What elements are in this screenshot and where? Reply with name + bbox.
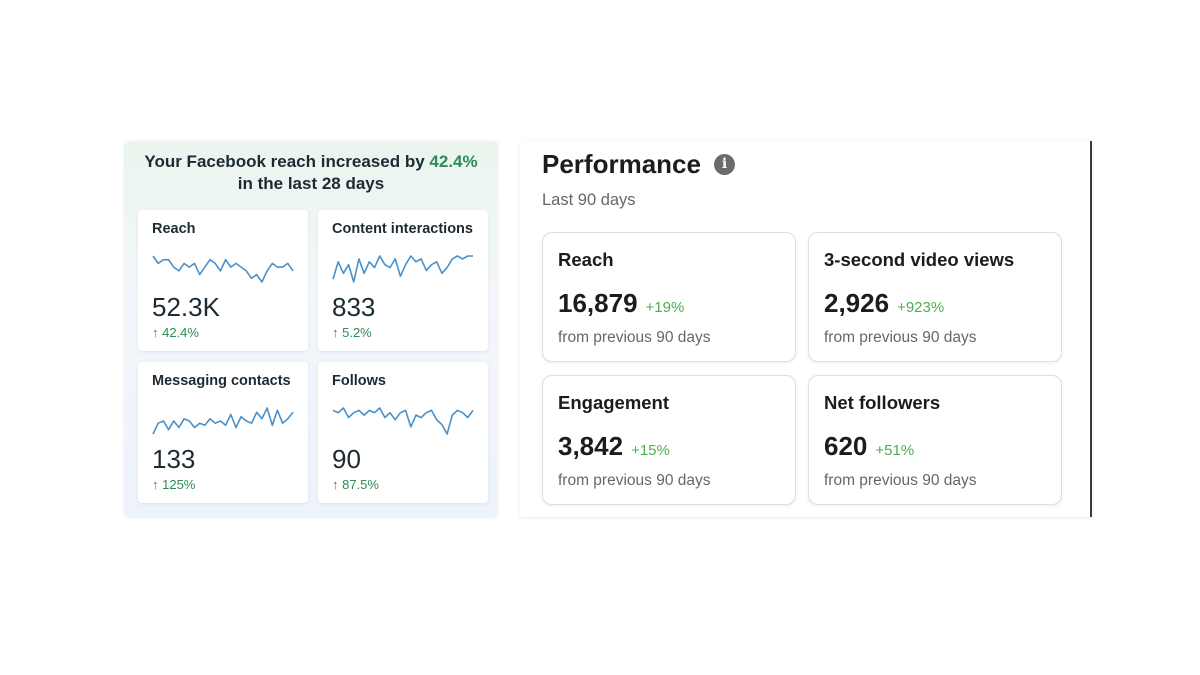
- card-label: 3-second video views: [824, 249, 1015, 270]
- performance-card-net-followers[interactable]: Net followers 620 +51% from previous 90 d…: [808, 375, 1062, 505]
- card-note: from previous 90 days: [558, 329, 711, 346]
- headline-suffix: in the last 28 days: [237, 174, 385, 193]
- metric-value: 133: [152, 444, 196, 474]
- card-label: Net followers: [824, 392, 941, 413]
- card-note: from previous 90 days: [824, 472, 977, 489]
- metric-card-content-interactions[interactable]: Content interactions 833 ↑ 5.2%: [318, 210, 488, 351]
- card-value-row: 620 +51%: [824, 431, 914, 462]
- card-note: from previous 90 days: [824, 329, 977, 346]
- card-change: +51%: [875, 442, 915, 459]
- metric-card-reach[interactable]: Reach 52.3K ↑ 42.4%: [138, 210, 308, 351]
- card-value-row: 16,879 +19%: [558, 288, 684, 319]
- sparkline-path: [152, 255, 294, 283]
- headline-percent: 42.4%: [429, 152, 478, 171]
- metric-label: Content interactions: [332, 221, 473, 237]
- messaging-contacts-sparkline: [152, 407, 294, 435]
- card-value: 620: [824, 431, 868, 461]
- follows-sparkline: [332, 407, 474, 435]
- performance-card-reach[interactable]: Reach 16,879 +19% from previous 90 days: [542, 232, 796, 362]
- metric-card-messaging-contacts[interactable]: Messaging contacts 133 ↑ 125%: [138, 362, 308, 503]
- sparkline-path: [332, 407, 474, 435]
- metric-card-follows[interactable]: Follows 90 ↑ 87.5%: [318, 362, 488, 503]
- metric-change: ↑ 42.4%: [152, 325, 199, 340]
- sparkline-path: [332, 255, 473, 283]
- facebook-summary-panel: Your Facebook reach increased by 42.4% i…: [124, 141, 498, 518]
- card-value: 3,842: [558, 431, 624, 461]
- metric-value: 90: [332, 444, 361, 474]
- metric-change: ↑ 87.5%: [332, 477, 379, 492]
- card-label: Engagement: [558, 392, 670, 413]
- metric-label: Follows: [332, 373, 386, 389]
- card-value: 16,879: [558, 288, 638, 318]
- performance-card-engagement[interactable]: Engagement 3,842 +15% from previous 90 da…: [542, 375, 796, 505]
- metric-label: Reach: [152, 221, 196, 237]
- card-value: 2,926: [824, 288, 890, 318]
- metric-value: 52.3K: [152, 292, 220, 322]
- card-value-row: 2,926 +923%: [824, 288, 944, 319]
- reach-sparkline: [152, 255, 294, 283]
- sparkline-path: [152, 407, 294, 435]
- card-change: +19%: [645, 299, 685, 316]
- summary-headline: Your Facebook reach increased by 42.4% i…: [124, 151, 498, 195]
- content-interactions-sparkline: [332, 255, 473, 283]
- performance-period: Last 90 days: [542, 191, 636, 209]
- performance-title: Performance: [542, 149, 701, 179]
- card-change: +15%: [631, 442, 670, 459]
- card-label: Reach: [558, 249, 614, 270]
- metric-value: 833: [332, 292, 376, 322]
- headline-prefix: Your Facebook reach increased by: [144, 152, 425, 171]
- performance-card-video-views[interactable]: 3-second video views 2,926 +923% from pre…: [808, 232, 1062, 362]
- metric-label: Messaging contacts: [152, 373, 291, 389]
- metric-change: ↑ 125%: [152, 477, 196, 492]
- metric-change: ↑ 5.2%: [332, 325, 372, 340]
- card-change: +923%: [897, 299, 945, 316]
- performance-panel: Performance i Last 90 days Reach 16,879 +…: [520, 141, 1092, 517]
- info-icon[interactable]: i: [714, 154, 735, 175]
- card-value-row: 3,842 +15%: [558, 431, 670, 462]
- card-note: from previous 90 days: [558, 472, 711, 489]
